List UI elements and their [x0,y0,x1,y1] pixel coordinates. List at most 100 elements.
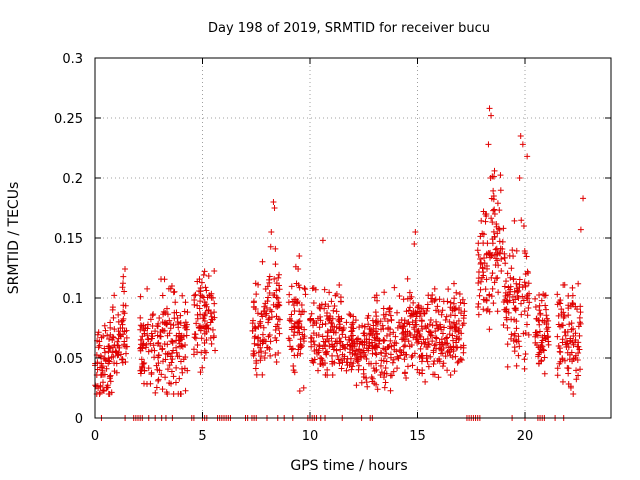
data-point [309,285,316,292]
data-point [104,384,111,391]
data-point [97,383,104,390]
data-point [446,331,453,338]
data-point [276,286,283,293]
data-point [524,268,531,275]
data-point [202,309,209,316]
data-point [489,219,496,226]
data-point [114,352,121,359]
data-point [425,292,432,299]
data-point [275,325,282,332]
data-point [450,300,457,307]
data-point [291,320,298,327]
data-point [326,343,333,350]
data-point [320,361,327,368]
data-point [446,318,453,325]
data-point [123,327,130,334]
data-point [118,356,125,363]
data-point [297,341,304,348]
data-point [159,386,166,393]
data-point [519,141,526,148]
data-point [445,286,452,293]
data-point [96,391,103,397]
data-point [295,318,302,325]
data-point [249,327,256,334]
data-point [518,311,525,318]
data-point [450,337,457,344]
data-point [405,338,412,345]
data-point [418,318,425,325]
data-point [521,365,528,372]
data-point [290,302,297,309]
data-point [505,309,512,316]
data-point [100,388,107,395]
data-point [508,316,515,323]
data-point [504,324,511,331]
data-point [506,252,513,259]
data-point [486,326,493,333]
data-point [544,315,551,322]
data-point [557,358,564,365]
data-point [317,317,324,324]
data-point [495,249,502,256]
data-point [577,366,584,373]
data-point [332,329,339,336]
data-point [107,319,114,326]
data-point [440,345,447,352]
data-point [418,358,425,365]
data-point [175,321,182,328]
data-point [182,299,189,306]
data-point [507,274,514,281]
data-point [406,289,413,296]
data-point [196,287,203,294]
data-point [143,381,150,388]
data-point [556,299,563,306]
data-point [344,341,351,348]
data-point [182,354,189,361]
data-point [191,301,198,308]
data-point [373,381,380,388]
data-point [170,322,177,329]
data-point [150,342,157,349]
data-point [253,371,260,378]
data-point [168,359,175,366]
data-point [536,292,543,299]
data-point [273,280,280,287]
data-point [268,229,275,235]
data-point [405,319,412,326]
data-point [460,320,467,327]
data-point [266,289,273,296]
data-point [538,297,545,304]
data-point [120,273,127,280]
data-point [275,316,282,323]
data-point [177,312,184,319]
data-point [360,366,367,373]
data-point [580,195,587,202]
data-point [513,280,520,287]
data-point [276,271,283,278]
data-point [115,318,122,325]
data-point [373,342,380,349]
data-point [272,303,279,310]
data-point [491,211,498,217]
data-point [475,311,482,318]
data-point [490,187,497,194]
data-point [138,323,145,330]
data-point [356,324,363,331]
data-point [334,352,341,359]
data-point [429,338,436,345]
data-point [573,376,580,383]
data-point [391,284,398,291]
data-point [522,330,529,337]
data-point [503,278,510,285]
data-point [148,371,155,378]
data-point [313,332,320,339]
data-point [430,360,437,367]
data-point [175,337,182,344]
data-point [296,387,303,394]
data-point [396,293,403,300]
data-point [387,354,394,361]
data-point [309,357,316,364]
data-point [576,314,583,321]
data-point [489,285,496,292]
data-point [98,364,105,371]
